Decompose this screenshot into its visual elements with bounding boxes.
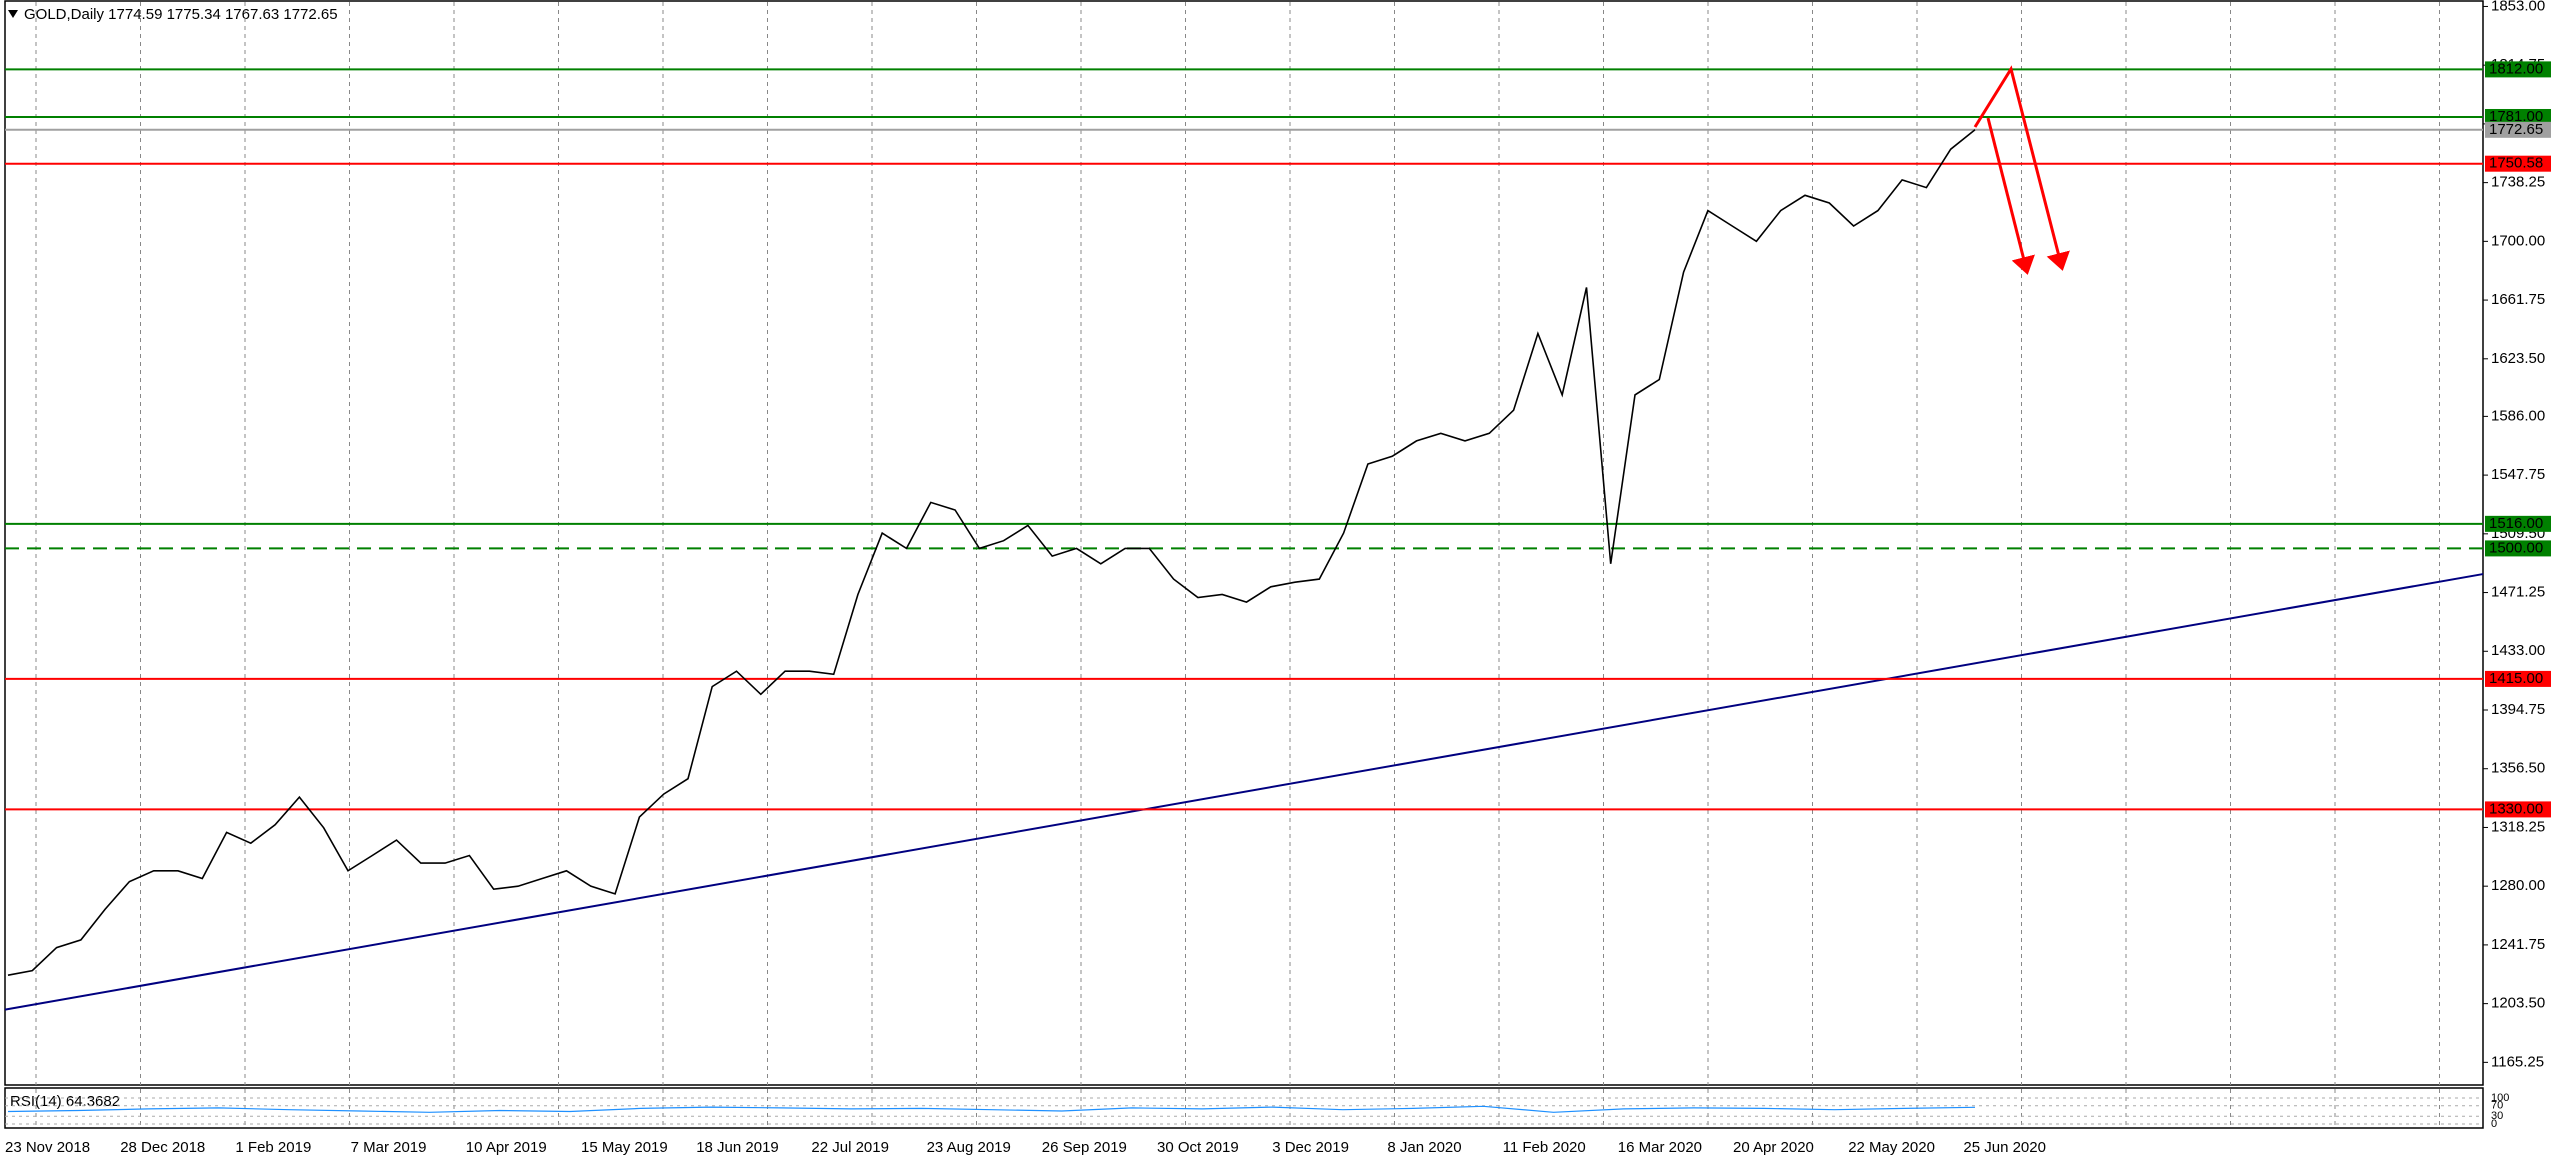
x-tick-label: 10 Apr 2019 [466,1139,547,1156]
arrow-up-down [1973,65,2070,271]
x-tick-label: 1 Feb 2019 [235,1139,311,1156]
y-tick-label: 1356.50 [2491,760,2545,777]
level-label-box [2485,670,2551,687]
level-label-box [2485,155,2551,172]
rsi-line [7,1105,1976,1113]
y-tick-label: 1280.00 [2491,877,2545,894]
level-label: 1750.58 [2489,155,2543,172]
y-tick-label: 1433.00 [2491,642,2545,659]
rsi-frame [4,1087,2484,1129]
plot-frame [4,0,2484,1086]
y-tick-label: 1661.75 [2491,291,2545,308]
arrow-down [1986,117,2035,275]
forecast-arrows [1973,65,2070,275]
x-tick-label: 25 Jun 2020 [1963,1139,2046,1156]
x-tick-label: 16 Mar 2020 [1618,1139,1702,1156]
y-tick-label: 1586.00 [2491,407,2545,424]
level-label-box [2485,515,2551,532]
y-tick-label: 1853.00 [2491,0,2545,14]
level-label: 1812.00 [2489,60,2543,77]
x-tick-label: 18 Jun 2019 [696,1139,779,1156]
y-tick-label: 1318.25 [2491,818,2545,835]
chart-title: GOLD,Daily 1774.59 1775.34 1767.63 1772.… [24,6,338,23]
x-tick-label: 22 Jul 2019 [811,1139,889,1156]
level-label: 1500.00 [2489,539,2543,556]
level-label-box [2485,108,2551,125]
y-tick-label: 1203.50 [2491,995,2545,1012]
x-tick-label: 23 Nov 2018 [5,1139,90,1156]
level-label: 1330.00 [2489,800,2543,817]
x-tick-label: 3 Dec 2019 [1272,1139,1349,1156]
level-label: 1415.00 [2489,670,2543,687]
y-tick-label: 1700.00 [2491,232,2545,249]
rsi-tick-label: 70 [2491,1100,2503,1112]
x-tick-label: 23 Aug 2019 [927,1139,1011,1156]
trendline [4,573,2484,1011]
level-label-box [2485,540,2551,557]
rsi-tick-label: 100 [2491,1092,2509,1104]
x-tick-label: 7 Mar 2019 [351,1139,427,1156]
x-tick-label: 11 Feb 2020 [1503,1139,1586,1156]
x-tick-label: 8 Jan 2020 [1387,1139,1461,1156]
level-label-box [2485,801,2551,818]
y-tick-label: 1547.75 [2491,466,2545,483]
x-tick-label: 15 May 2019 [581,1139,668,1156]
y-tick-label: 1623.50 [2491,350,2545,367]
y-tick-label: 1394.75 [2491,701,2545,718]
x-tick-label: 20 Apr 2020 [1733,1139,1814,1156]
y-tick-label: 1241.75 [2491,936,2545,953]
y-tick-label: 1165.25 [2491,1053,2544,1070]
rsi-label: RSI(14) 64.3682 [10,1093,120,1110]
rsi-tick-label: 0 [2491,1118,2497,1130]
x-tick-label: 26 Sep 2019 [1042,1139,1127,1156]
x-tick-label: 28 Dec 2018 [120,1139,205,1156]
x-tick-label: 30 Oct 2019 [1157,1139,1239,1156]
x-tick-label: 22 May 2020 [1848,1139,1935,1156]
level-label: 1781.00 [2489,108,2543,125]
level-label: 1516.00 [2489,515,2543,532]
level-label-box [2485,121,2551,138]
rsi-tick-label: 30 [2491,1110,2503,1122]
y-tick-label: 1471.25 [2491,584,2545,601]
price-line [7,129,1976,976]
level-label: 1772.65 [2489,121,2543,138]
y-tick-label: 1738.25 [2491,174,2545,191]
menu-triangle[interactable] [8,10,18,18]
level-label-box [2485,61,2551,78]
